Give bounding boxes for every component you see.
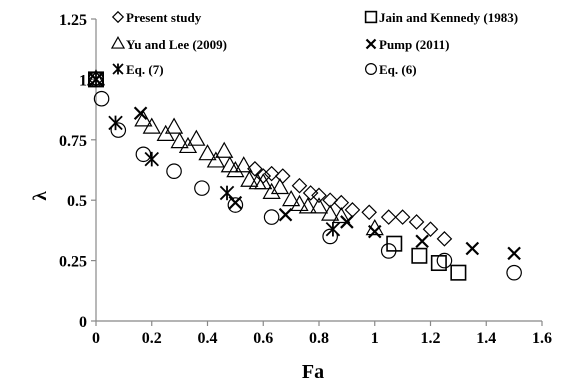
triangle-marker bbox=[187, 129, 206, 146]
circle-marker bbox=[436, 252, 453, 269]
triangle-marker bbox=[240, 170, 259, 187]
y-axis-title: λ bbox=[30, 191, 51, 201]
legend-marker-triangle bbox=[110, 36, 126, 49]
legend-label: Eq. (6) bbox=[379, 62, 417, 77]
legend-label: Yu and Lee (2009) bbox=[126, 37, 227, 52]
circle-marker bbox=[506, 264, 522, 281]
legend-marker-square bbox=[364, 10, 378, 24]
legend-label: Pump (2011) bbox=[379, 37, 449, 52]
triangle-marker bbox=[281, 189, 301, 207]
legend-label: Present study bbox=[126, 10, 202, 25]
x-marker bbox=[340, 215, 354, 229]
asterisk-marker bbox=[219, 185, 235, 201]
x-tick-label: 0.2 bbox=[142, 330, 162, 347]
asterisk-marker bbox=[88, 72, 104, 87]
tick-labels: 0 0.2 0.4 0.6 0.8 1 1.2 1.4 1.6 0 0.25 0.5 0.75 1 1.25 bbox=[59, 12, 552, 347]
diamond-marker bbox=[302, 185, 319, 201]
y-tick-label: 0.25 bbox=[59, 254, 87, 271]
x-tick-label: 0.8 bbox=[309, 330, 329, 347]
x-marker bbox=[415, 234, 429, 249]
triangle-marker bbox=[134, 110, 153, 127]
circle-marker bbox=[263, 209, 280, 225]
circle-marker bbox=[93, 90, 110, 107]
y-tick-label: 0.5 bbox=[67, 193, 87, 210]
legend-label: Eq. (7) bbox=[126, 62, 164, 77]
circle-marker bbox=[135, 146, 152, 163]
x-tick-label: 0.6 bbox=[253, 330, 273, 347]
x-marker bbox=[278, 207, 293, 222]
diamond-marker bbox=[333, 194, 350, 211]
triangle-marker bbox=[215, 141, 234, 158]
x-axis-title: Fa bbox=[302, 361, 324, 383]
y-tick-label: 0 bbox=[79, 314, 87, 331]
x-marker bbox=[133, 106, 148, 121]
triangle-marker bbox=[198, 144, 217, 161]
triangle-marker bbox=[262, 182, 281, 199]
triangle-marker bbox=[206, 151, 225, 168]
triangle-marker bbox=[270, 177, 290, 195]
diamond-marker bbox=[247, 160, 263, 177]
series-circle bbox=[88, 71, 522, 281]
x-tick-label: 1.4 bbox=[476, 330, 496, 347]
legend-label: Jain and Kennedy (1983) bbox=[379, 10, 518, 25]
triangle-marker bbox=[234, 156, 253, 173]
circle-marker bbox=[227, 197, 244, 213]
legend-marker-diamond bbox=[111, 10, 125, 24]
triangle-marker bbox=[332, 206, 351, 224]
triangle-marker bbox=[321, 204, 340, 221]
circle-marker bbox=[380, 243, 397, 259]
triangle-marker bbox=[298, 197, 317, 214]
diamond-marker bbox=[344, 202, 361, 218]
x-marker bbox=[465, 241, 480, 256]
diamond-marker bbox=[361, 204, 377, 221]
series-diamond bbox=[88, 71, 453, 247]
diamond-marker bbox=[408, 214, 425, 230]
triangle-marker bbox=[254, 173, 273, 190]
circle-marker bbox=[194, 180, 210, 196]
x-tick-label: 0.4 bbox=[198, 330, 218, 347]
circle-marker bbox=[166, 163, 182, 180]
circle-marker bbox=[322, 228, 338, 245]
y-tick-label: 0.75 bbox=[59, 133, 87, 150]
circle-marker bbox=[88, 71, 104, 88]
y-tick-label: 1.25 bbox=[59, 12, 87, 29]
x-tick-label: 0 bbox=[92, 330, 100, 347]
triangle-marker bbox=[164, 117, 184, 134]
triangle-marker bbox=[170, 131, 189, 149]
x-tick-label: 1 bbox=[371, 330, 379, 347]
legend-marker-x bbox=[365, 38, 377, 50]
ticks bbox=[91, 18, 543, 326]
diamond-marker bbox=[274, 168, 291, 184]
x-marker bbox=[367, 224, 382, 239]
diamond-marker bbox=[436, 231, 453, 247]
series-x bbox=[89, 72, 521, 261]
triangle-marker bbox=[220, 156, 239, 173]
diamond-marker bbox=[380, 209, 397, 225]
diamond-marker bbox=[394, 209, 411, 225]
data-points bbox=[86, 69, 522, 281]
square-marker bbox=[450, 264, 467, 281]
triangle-marker bbox=[290, 194, 309, 212]
x-tick-label: 1.2 bbox=[421, 330, 441, 347]
x-marker bbox=[507, 246, 521, 261]
legend-marker-circle bbox=[365, 62, 378, 75]
legend-marker-asterisk bbox=[112, 63, 124, 75]
diamond-marker bbox=[291, 177, 308, 194]
asterisk-marker bbox=[144, 151, 159, 167]
circle-marker bbox=[110, 122, 127, 138]
diamond-marker bbox=[422, 221, 439, 238]
square-marker bbox=[411, 247, 428, 264]
legend: Present study Jain and Kennedy (1983) Yu a… bbox=[110, 10, 518, 77]
triangle-marker bbox=[142, 117, 161, 134]
x-tick-label: 1.6 bbox=[532, 330, 552, 347]
y-tick-label: 1 bbox=[79, 72, 87, 89]
series-square bbox=[88, 71, 467, 281]
triangle-marker bbox=[309, 197, 329, 214]
diamond-marker bbox=[322, 192, 338, 209]
triangle-marker bbox=[226, 160, 245, 178]
diamond-marker bbox=[311, 187, 327, 204]
diamond-marker bbox=[263, 165, 280, 182]
series-triangle bbox=[86, 69, 384, 236]
